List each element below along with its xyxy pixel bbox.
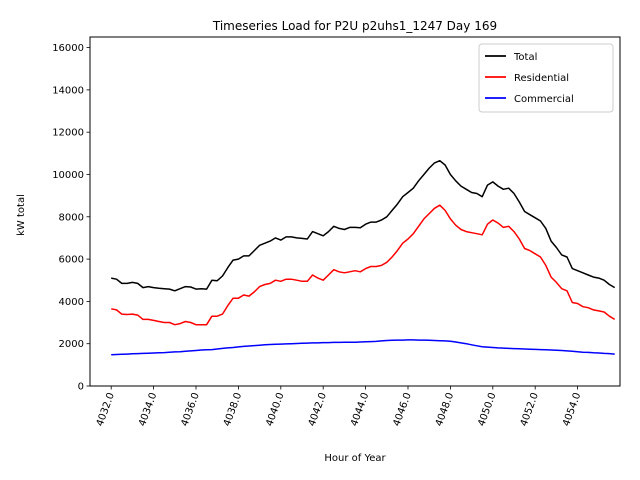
legend-label-commercial: Commercial (514, 94, 574, 105)
plot-frame (89, 36, 621, 387)
y-tick-label: 10000 (52, 170, 84, 181)
x-axis-label: Hour of Year (324, 453, 386, 464)
y-tick-label: 4000 (59, 297, 84, 308)
y-tick-label: 12000 (52, 128, 84, 139)
legend: Total Residential Commercial (478, 43, 614, 113)
series-line-commercial (111, 339, 615, 356)
y-tick-label: 6000 (59, 255, 84, 266)
series-line-total (111, 159, 616, 292)
legend-box (478, 43, 614, 113)
y-tick-label: 14000 (52, 85, 84, 96)
y-tick-label: 8000 (59, 212, 84, 223)
legend-label-residential: Residential (514, 73, 569, 84)
y-axis-label: kW total (16, 194, 27, 236)
series-line-residential (111, 204, 616, 326)
series-layer (111, 159, 616, 356)
y-axis: 0 2000 4000 6000 8000 10000 12000 14000 16000 (52, 43, 90, 393)
y-tick-label: 0 (78, 382, 84, 393)
y-tick-label: 16000 (52, 43, 84, 54)
chart-title: Timeseries Load for P2U p2uhs1_1247 Day … (212, 19, 497, 33)
y-tick-label: 2000 (59, 339, 84, 350)
legend-label-total: Total (513, 52, 537, 63)
